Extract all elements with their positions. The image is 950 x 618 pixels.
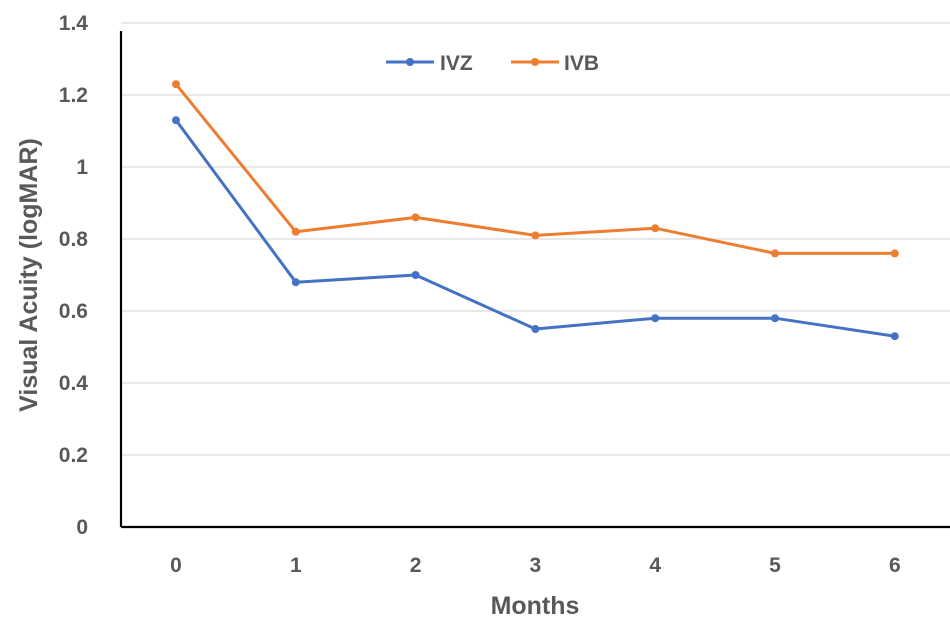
y-tick-label: 1.4	[59, 12, 89, 35]
y-axis-title: Visual Acuity (logMAR)	[15, 138, 43, 412]
series-line	[174, 83, 895, 255]
data-point	[411, 271, 420, 279]
y-tick-label: 0.2	[59, 444, 88, 467]
series-line	[174, 119, 896, 338]
y-tick-labels: 0 0.2 0.4 0.6 0.8 1 1.2 1.4	[59, 12, 89, 539]
legend-swatch-marker	[406, 58, 414, 66]
data-point	[291, 227, 300, 236]
legend-item-ivb: IVB	[511, 52, 599, 75]
y-tick-label: 0.6	[59, 300, 88, 323]
series-ivb	[172, 80, 899, 258]
legend-swatch-marker	[531, 58, 539, 66]
data-point	[172, 80, 180, 89]
y-tick-label: 0.8	[59, 228, 89, 251]
y-tick-label: 0	[76, 516, 88, 539]
legend-label: IVZ	[440, 52, 473, 75]
x-tick-label: 5	[769, 554, 781, 577]
data-point	[771, 314, 779, 323]
data-point	[890, 332, 899, 341]
y-tick-label: 1.2	[59, 84, 88, 107]
legend: IVZ IVB	[386, 52, 599, 75]
x-tick-label: 6	[889, 554, 901, 577]
data-point	[531, 325, 540, 333]
legend-item-ivz: IVZ	[386, 52, 473, 75]
axes	[119, 31, 950, 529]
x-tick-label: 1	[290, 554, 302, 577]
series-ivz	[172, 116, 899, 341]
x-tick-label: 4	[649, 554, 661, 577]
data-point	[291, 278, 300, 287]
x-axis-title: Months	[491, 592, 580, 618]
y-tick-label: 0.4	[59, 372, 89, 395]
data-point	[771, 249, 779, 258]
data-point	[531, 231, 540, 240]
y-tick-label: 1	[76, 156, 88, 179]
x-tick-label: 0	[170, 554, 182, 577]
gridlines	[121, 22, 950, 456]
data-point	[651, 314, 660, 323]
x-tick-label: 3	[530, 554, 542, 577]
data-point	[411, 213, 420, 222]
series-lines	[172, 80, 899, 341]
x-tick-labels: 0 1 2 3 4 5 6	[170, 554, 900, 577]
data-point	[172, 116, 180, 125]
data-point	[651, 224, 660, 233]
legend-label: IVB	[564, 52, 599, 75]
data-point	[890, 249, 899, 258]
x-tick-label: 2	[410, 554, 422, 577]
